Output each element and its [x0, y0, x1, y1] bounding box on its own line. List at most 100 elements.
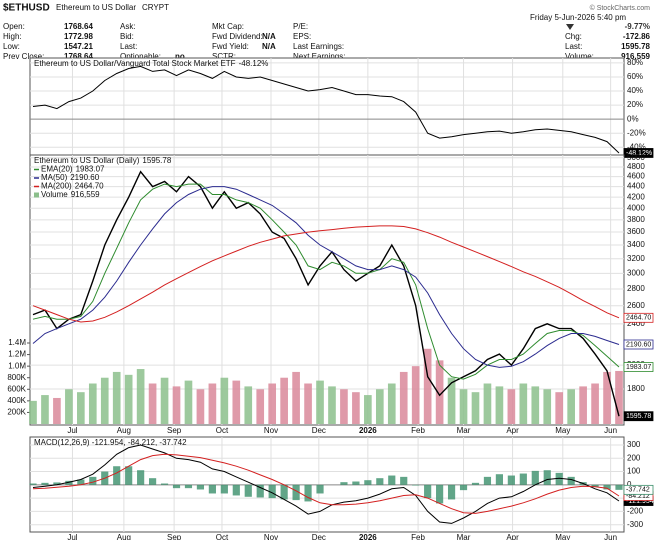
volume-bar [280, 377, 288, 424]
histogram-bar [149, 478, 157, 485]
field-value: N/A [262, 42, 276, 51]
volume-bar [160, 377, 169, 424]
histogram-bar [53, 482, 61, 485]
legend-name: Volume [41, 190, 68, 199]
y-tick-label: 3000 [627, 268, 645, 277]
volume-bar [507, 389, 516, 424]
x-tick-label: Sep [167, 533, 182, 540]
symbol: $ETHUSD [3, 3, 50, 14]
histogram-bar [125, 466, 133, 485]
legend-title: MACD(12,26,9) -121.954, -84.212, -37.742 [34, 438, 187, 447]
field-label: Last: [565, 42, 582, 51]
x-tick-label: Nov [264, 533, 278, 540]
end-label: 1983.07 [626, 364, 651, 371]
histogram-bar [591, 484, 599, 487]
histogram-bar [316, 484, 324, 494]
volume-bar [41, 395, 49, 424]
histogram-bar [232, 484, 240, 496]
field-label: Chg: [565, 32, 582, 41]
volume-bar [615, 370, 623, 424]
end-label: -48.12% [626, 150, 652, 157]
end-label-box [623, 484, 654, 495]
legend-name: Ethereum to US Dollar (Daily) [34, 156, 140, 165]
volume-bar [124, 374, 133, 424]
volume-bar [555, 392, 564, 424]
y-tick-label: 4800 [627, 162, 645, 171]
volume-bar [375, 389, 384, 424]
x-tick-label: Dec [312, 426, 326, 435]
legend-name: EMA(20) [41, 165, 73, 174]
y-tick-label: 3600 [627, 227, 645, 236]
histogram-bar [507, 475, 515, 485]
series-line [32, 444, 620, 524]
histogram-bar [543, 470, 551, 485]
y-tick-label: 4400 [627, 182, 645, 191]
y-tick-label: 5000 [627, 153, 645, 162]
histogram-bar [615, 484, 623, 490]
histogram-bar [77, 479, 85, 485]
field-label: P/E: [293, 22, 308, 31]
volume-bar [148, 383, 157, 424]
volume-bar [29, 400, 37, 424]
volume-bar [292, 371, 300, 424]
volume-tick-label: 200K [7, 408, 26, 417]
y-tick-label: -200 [627, 507, 644, 516]
histogram-bar [567, 476, 575, 485]
y-tick-label: 4600 [627, 172, 645, 181]
volume-bar [495, 386, 504, 424]
histogram-bar [280, 484, 288, 500]
field-value: -172.86 [623, 32, 651, 41]
y-tick-label: 3400 [627, 240, 645, 249]
histogram-bar [196, 484, 205, 490]
y-tick-label: 60% [627, 72, 643, 81]
field-label: Open: [3, 22, 25, 31]
field-value: no [175, 52, 185, 61]
volume-bar [232, 380, 241, 424]
legend-value: -48.12% [239, 59, 269, 68]
series-line [32, 225, 620, 323]
y-tick-label: 2400 [627, 319, 645, 328]
histogram-bar [184, 484, 193, 489]
volume-bar [268, 383, 277, 424]
field-label: Optionable: [120, 52, 161, 61]
x-tick-label: Apr [506, 533, 519, 540]
y-tick-label: 1800 [627, 384, 645, 393]
volume-bar [603, 371, 611, 424]
legend-swatch [34, 192, 39, 198]
volume-bar [352, 392, 360, 424]
y-tick-label: -300 [627, 520, 644, 529]
volume-bar [340, 389, 348, 424]
volume-tick-label: 800K [7, 373, 26, 382]
field-label: Mkt Cap: [212, 22, 244, 31]
y-tick-label: 3200 [627, 254, 645, 263]
volume-bar [543, 389, 552, 424]
legend-value: 1595.78 [142, 156, 171, 165]
x-tick-label: Mar [457, 533, 471, 540]
y-tick-label: 300 [627, 440, 641, 449]
y-tick-label: -40% [627, 142, 646, 151]
y-tick-label: 0 [627, 480, 632, 489]
volume-bar [519, 383, 528, 424]
x-tick-label: Mar [457, 426, 471, 435]
volume-bar [447, 377, 456, 424]
volume-bar [256, 389, 265, 424]
histogram-bar [459, 484, 468, 491]
volume-bar [208, 383, 217, 424]
x-tick-label: Jun [604, 426, 617, 435]
volume-tick-label: 400K [7, 396, 26, 405]
series-line [32, 65, 620, 154]
x-tick-label: May [555, 426, 570, 435]
volume-bar [100, 377, 109, 424]
volume-bar [411, 366, 420, 424]
histogram-bar [603, 484, 611, 490]
volume-bar [483, 383, 492, 424]
field-value: 916,559 [621, 52, 650, 61]
change-pct: -9.77% [625, 22, 650, 31]
credit: © StockCharts.com [590, 4, 651, 12]
volume-bar [77, 392, 85, 424]
histogram-bar [352, 481, 360, 485]
volume-bar [65, 389, 73, 424]
end-label: 1595.78 [626, 413, 651, 420]
